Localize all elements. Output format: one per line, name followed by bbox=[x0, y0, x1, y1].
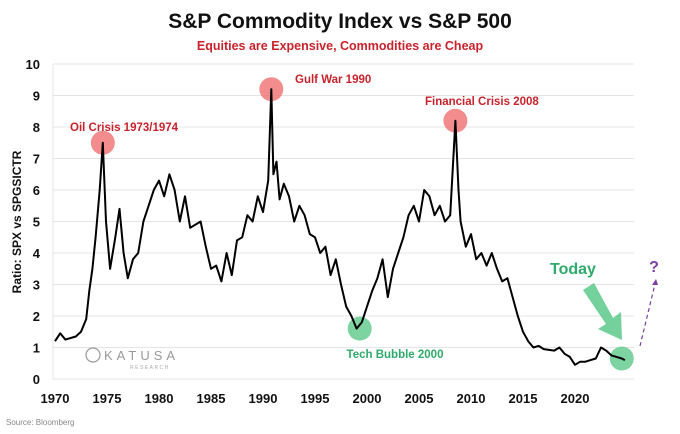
x-tick-label: 1995 bbox=[301, 391, 330, 406]
highlight-circle bbox=[347, 316, 372, 341]
x-tick-label: 1980 bbox=[145, 391, 174, 406]
chart-subtitle: Equities are Expensive, Commodities are … bbox=[196, 39, 484, 53]
chart-title: S&P Commodity Index vs S&P 500 bbox=[168, 10, 512, 33]
y-tick-label: 9 bbox=[33, 89, 40, 104]
y-tick-label: 6 bbox=[33, 183, 40, 198]
y-tick-label: 10 bbox=[26, 57, 40, 72]
projection-question-mark: ? bbox=[649, 259, 659, 276]
y-tick-label: 5 bbox=[33, 215, 40, 230]
annotation-label: Gulf War 1990 bbox=[295, 74, 371, 86]
x-tick-label: 2005 bbox=[405, 391, 434, 406]
projection-arrowhead-icon bbox=[652, 279, 658, 285]
annotation-label: Financial Crisis 2008 bbox=[425, 96, 539, 108]
projection-line bbox=[639, 283, 656, 347]
annotation-label: Today bbox=[550, 261, 596, 278]
x-tick-label: 2015 bbox=[509, 391, 538, 406]
y-tick-label: 3 bbox=[33, 278, 40, 293]
logo-sub: RESEARCH bbox=[130, 365, 170, 371]
x-tick-label: 2000 bbox=[353, 391, 382, 406]
logo-name: KATUSA bbox=[104, 348, 179, 363]
y-tick-label: 7 bbox=[33, 152, 40, 167]
x-tick-label: 1985 bbox=[197, 391, 226, 406]
x-tick-label: 2010 bbox=[457, 391, 486, 406]
y-axis-label: Ratio: SPX vs SPGSICTR bbox=[10, 150, 24, 293]
lightbulb-icon bbox=[85, 347, 101, 363]
y-tick-label: 2 bbox=[33, 309, 40, 324]
today-arrow-icon bbox=[583, 283, 622, 340]
y-tick-label: 8 bbox=[33, 120, 40, 135]
y-tick-label: 4 bbox=[33, 246, 41, 261]
y-tick-label: 1 bbox=[33, 341, 40, 356]
y-tick-label: 0 bbox=[33, 372, 40, 387]
x-tick-label: 1990 bbox=[249, 391, 278, 406]
annotation-label: Oil Crisis 1973/1974 bbox=[70, 122, 179, 134]
x-tick-label: 1970 bbox=[41, 391, 70, 406]
annotation-label: Tech Bubble 2000 bbox=[347, 349, 444, 361]
x-tick-label: 2020 bbox=[561, 391, 590, 406]
source-note: Source: Bloomberg bbox=[6, 418, 75, 427]
x-tick-label: 1975 bbox=[93, 391, 122, 406]
series-line bbox=[54, 88, 626, 366]
